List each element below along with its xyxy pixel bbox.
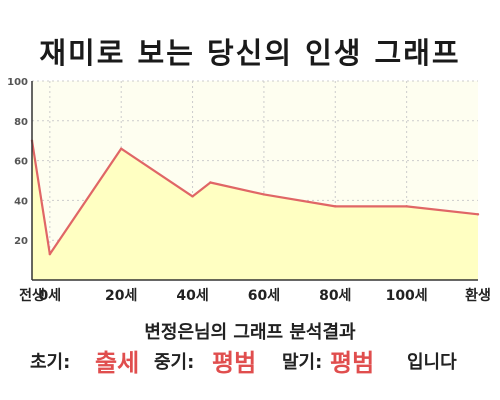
y-tick-label: 80 (14, 117, 28, 128)
late-value: 평범 (330, 349, 375, 377)
chart-title: 재미로 보는 당신의 인생 그래프 (39, 36, 461, 70)
x-tick-label: 20세 (105, 288, 137, 304)
x-tick-label: 100세 (386, 288, 428, 304)
suffix-text: 입니다 (407, 352, 457, 373)
data-point (334, 205, 337, 208)
data-point (120, 147, 123, 150)
data-point (209, 181, 212, 184)
data-point (262, 193, 266, 196)
early-label: 초기: (30, 352, 71, 373)
data-point (191, 195, 194, 198)
area-fill (32, 140, 478, 280)
early-value: 출세 (95, 349, 140, 377)
x-tick-label: 환생 (465, 287, 491, 304)
analysis-subtitle: 변정은님의 그래프 분석결과 (144, 322, 356, 343)
data-point (405, 205, 408, 208)
middle-label: 중기: (154, 352, 195, 373)
data-point (48, 252, 52, 256)
middle-value: 평범 (212, 349, 257, 377)
x-tick-label: 40세 (176, 288, 208, 304)
y-tick-label: 20 (14, 236, 28, 247)
x-tick-label: 60세 (248, 288, 280, 304)
analysis-result: 초기: 출세 중기: 평범 말기: 평범 입니다 (0, 345, 500, 381)
data-point (476, 213, 480, 216)
y-tick-label: 60 (14, 157, 28, 168)
x-tick-label: 80세 (319, 288, 351, 304)
x-tick-label: 0세 (39, 288, 62, 304)
late-label: 말기: (282, 352, 323, 373)
x-tick-label: 전생 (19, 287, 45, 304)
y-tick-label: 100 (7, 77, 28, 88)
y-tick-label: 40 (14, 196, 28, 207)
